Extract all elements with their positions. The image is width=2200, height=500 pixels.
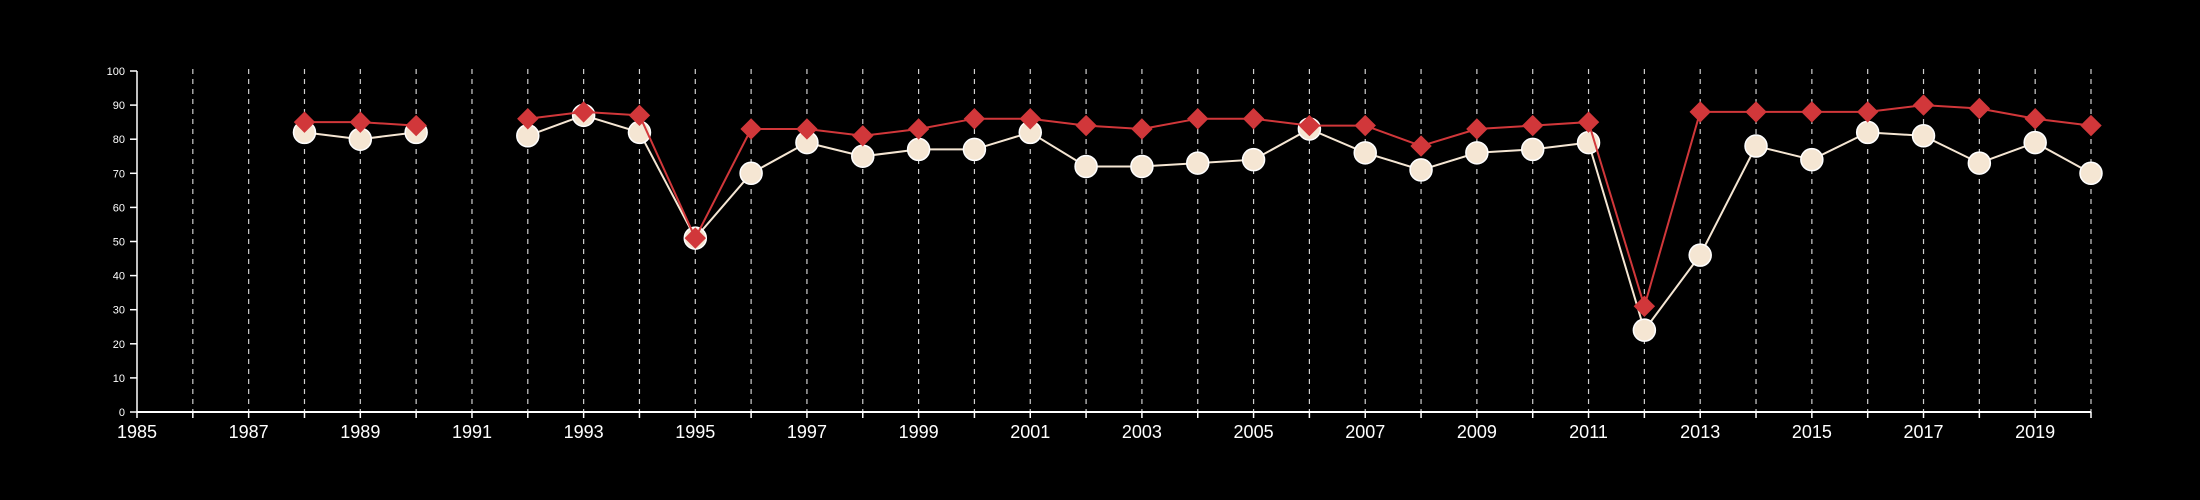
data-point [740, 118, 762, 140]
x-tick-label: 1997 [787, 422, 827, 442]
x-tick-label: 1995 [675, 422, 715, 442]
y-tick-label: 10 [113, 373, 125, 385]
data-point [1856, 101, 1879, 123]
data-point [1241, 147, 1266, 172]
data-point [1410, 135, 1432, 157]
data-point [906, 137, 931, 162]
data-point [572, 101, 595, 123]
data-point [1800, 147, 1824, 172]
y-tick-label: 50 [113, 237, 125, 249]
series-circle [292, 103, 2103, 342]
x-tick-label: 2001 [1010, 422, 1050, 442]
data-point [851, 144, 875, 168]
data-point [1855, 120, 1880, 145]
data-point [405, 114, 427, 137]
data-point [517, 108, 539, 130]
y-tick-label: 90 [113, 100, 125, 112]
data-point [1744, 134, 1768, 158]
y-tick-label: 30 [113, 305, 125, 317]
y-tick-label: 0 [119, 407, 125, 419]
data-point [628, 104, 651, 127]
data-point [1131, 118, 1153, 140]
x-tick-label: 1987 [229, 422, 269, 442]
y-tick-label: 80 [113, 134, 125, 146]
data-point [2079, 161, 2103, 186]
data-point [1688, 243, 1712, 267]
data-point [1577, 111, 1600, 133]
data-point [1522, 114, 1544, 137]
x-tick-label: 1985 [117, 422, 157, 442]
data-point [2024, 108, 2046, 130]
x-tick-label: 2005 [1234, 422, 1274, 442]
data-point [1632, 318, 1657, 342]
grid-lines [192, 69, 2092, 412]
data-point [962, 137, 987, 162]
y-tick-label: 20 [113, 339, 125, 351]
data-point [1130, 154, 1154, 179]
data-point [1745, 101, 1767, 123]
data-point [684, 227, 706, 249]
data-point [1967, 151, 1992, 175]
data-point [1911, 124, 1936, 148]
data-point [1354, 114, 1376, 137]
y-tick-label: 40 [113, 271, 125, 283]
data-point [739, 161, 763, 186]
x-tick-label: 2003 [1122, 422, 1162, 442]
data-point [293, 111, 316, 133]
data-point [1019, 108, 1041, 130]
data-point [852, 125, 874, 147]
series-diamond [293, 94, 2102, 317]
data-point [1187, 108, 1209, 130]
data-point [349, 111, 372, 133]
y-tick-label: 100 [107, 66, 125, 78]
data-point [1801, 101, 1823, 123]
data-point [1409, 158, 1433, 182]
x-tick-label: 2017 [1903, 422, 1943, 442]
data-point [1520, 137, 1545, 162]
data-point [1465, 141, 1489, 165]
data-point [1689, 101, 1711, 123]
x-tick-label: 2019 [2015, 422, 2055, 442]
data-point [963, 108, 986, 130]
data-point [1912, 94, 1935, 116]
data-point [2080, 114, 2102, 137]
data-point [1298, 114, 1321, 137]
x-tick-label: 2007 [1345, 422, 1385, 442]
x-tick-label: 2015 [1792, 422, 1832, 442]
data-point [1074, 154, 1098, 179]
y-tick-label: 70 [113, 168, 125, 180]
x-tick-label: 1989 [340, 422, 380, 442]
data-point [1185, 151, 1210, 175]
y-tick-label: 60 [113, 202, 125, 214]
axes: 0 10 20 30 40 50 60 70 80 90 100 1985 1987 1989 1991 19… [107, 66, 2092, 442]
x-tick-label: 1991 [452, 422, 492, 442]
x-tick-label: 1993 [564, 422, 604, 442]
data-point [1075, 114, 1097, 137]
x-tick-label: 1999 [899, 422, 939, 442]
x-tick-label: 2013 [1680, 422, 1720, 442]
data-point [796, 118, 818, 140]
data-point [1968, 97, 1991, 120]
data-point [1353, 141, 1377, 165]
data-point [907, 118, 930, 140]
x-tick-label: 2009 [1457, 422, 1497, 442]
series-layer [292, 94, 2103, 342]
data-point [1242, 108, 1265, 130]
data-point [1466, 118, 1488, 140]
data-point [2023, 130, 2047, 155]
data-point [1633, 295, 1656, 317]
x-tick-label: 2011 [1569, 422, 1608, 442]
